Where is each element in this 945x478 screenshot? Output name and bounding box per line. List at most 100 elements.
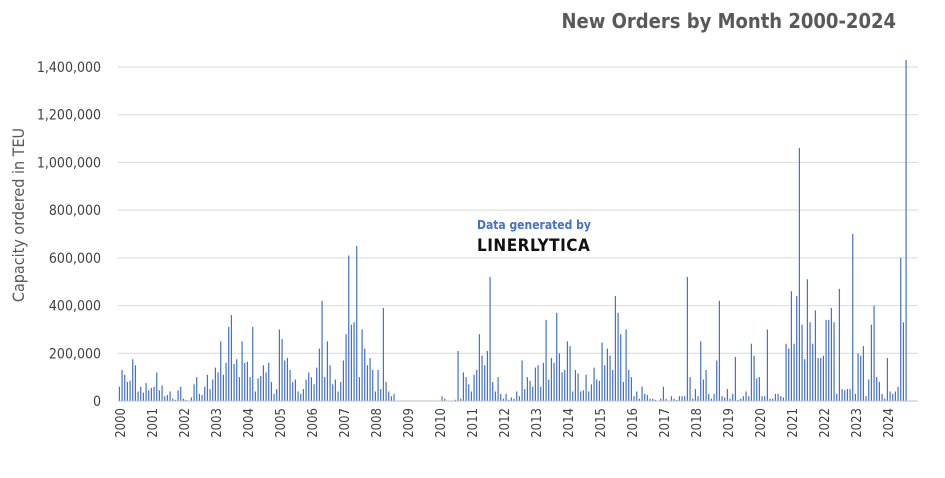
bar	[756, 378, 758, 401]
bar	[774, 393, 776, 401]
bar	[652, 398, 654, 401]
bar	[710, 398, 712, 401]
x-tick-labels: 2000 2001 2002 2003 2004 2005 2006 2007 2008 2009…	[114, 408, 897, 438]
bar	[180, 386, 182, 401]
bar	[604, 365, 606, 401]
bar	[702, 379, 704, 401]
bar	[777, 393, 779, 401]
bar	[502, 398, 504, 401]
bar	[198, 393, 200, 401]
x-tick-label: 2002	[178, 408, 193, 438]
bar	[796, 296, 798, 401]
bar	[441, 396, 443, 401]
bar	[862, 346, 864, 401]
bar	[372, 369, 374, 401]
bar	[897, 386, 899, 401]
bar	[313, 384, 315, 401]
bar	[300, 393, 302, 401]
bar	[761, 396, 763, 401]
bar	[153, 386, 155, 401]
bar	[209, 389, 211, 401]
bar	[708, 393, 710, 401]
bar	[260, 375, 262, 401]
bar	[585, 374, 587, 401]
bar	[884, 398, 886, 401]
bar	[233, 364, 235, 401]
bar	[292, 381, 294, 401]
bar	[705, 369, 707, 401]
bar	[156, 372, 158, 401]
bar	[214, 367, 216, 401]
bar	[740, 398, 742, 401]
bar	[377, 369, 379, 401]
bar	[686, 276, 688, 401]
x-tick-label: 2014	[562, 408, 577, 438]
bar	[332, 384, 334, 401]
bar	[166, 395, 168, 401]
bar	[748, 396, 750, 401]
bar	[513, 398, 515, 401]
bar	[350, 324, 352, 401]
bar	[276, 389, 278, 401]
bar	[201, 395, 203, 401]
bar	[326, 341, 328, 401]
bar	[228, 327, 230, 401]
bar	[158, 390, 160, 401]
bar	[532, 386, 534, 401]
bar	[628, 369, 630, 401]
bar	[366, 365, 368, 401]
bar	[361, 329, 363, 401]
bar	[724, 397, 726, 401]
bar	[369, 358, 371, 401]
bar	[902, 322, 904, 401]
bar	[814, 310, 816, 401]
bar	[510, 397, 512, 401]
bar	[577, 373, 579, 401]
bar	[798, 148, 800, 401]
bar	[886, 358, 888, 401]
bar	[772, 398, 774, 401]
bar	[494, 391, 496, 401]
x-tick-label: 2018	[690, 408, 705, 438]
bar	[489, 276, 491, 401]
bar	[868, 379, 870, 401]
bar	[718, 300, 720, 401]
bar	[462, 372, 464, 401]
bar	[329, 365, 331, 401]
bar	[212, 379, 214, 401]
bar	[873, 305, 875, 401]
bar	[294, 379, 296, 401]
bar	[849, 389, 851, 401]
bar	[606, 348, 608, 401]
bar	[806, 279, 808, 401]
bar	[553, 362, 555, 401]
bar	[860, 355, 862, 401]
bar	[753, 355, 755, 401]
bar	[310, 377, 312, 401]
bar	[132, 359, 134, 401]
bar	[769, 398, 771, 401]
bar	[836, 393, 838, 401]
bar	[684, 396, 686, 401]
bar	[638, 398, 640, 401]
bar	[358, 377, 360, 401]
bar	[273, 393, 275, 401]
bar	[444, 398, 446, 401]
bar	[516, 391, 518, 401]
bar	[342, 360, 344, 401]
bar	[817, 358, 819, 401]
bar	[737, 399, 739, 401]
bar	[521, 360, 523, 401]
bar	[465, 377, 467, 401]
x-tick-label: 2006	[306, 408, 321, 438]
bar	[678, 396, 680, 401]
bar	[278, 329, 280, 401]
bar	[625, 329, 627, 401]
x-tick-label: 2001	[146, 408, 161, 438]
x-tick-label: 2004	[242, 408, 257, 438]
bar	[246, 361, 248, 401]
bar	[460, 398, 462, 401]
bar	[878, 381, 880, 401]
bar	[126, 381, 128, 401]
